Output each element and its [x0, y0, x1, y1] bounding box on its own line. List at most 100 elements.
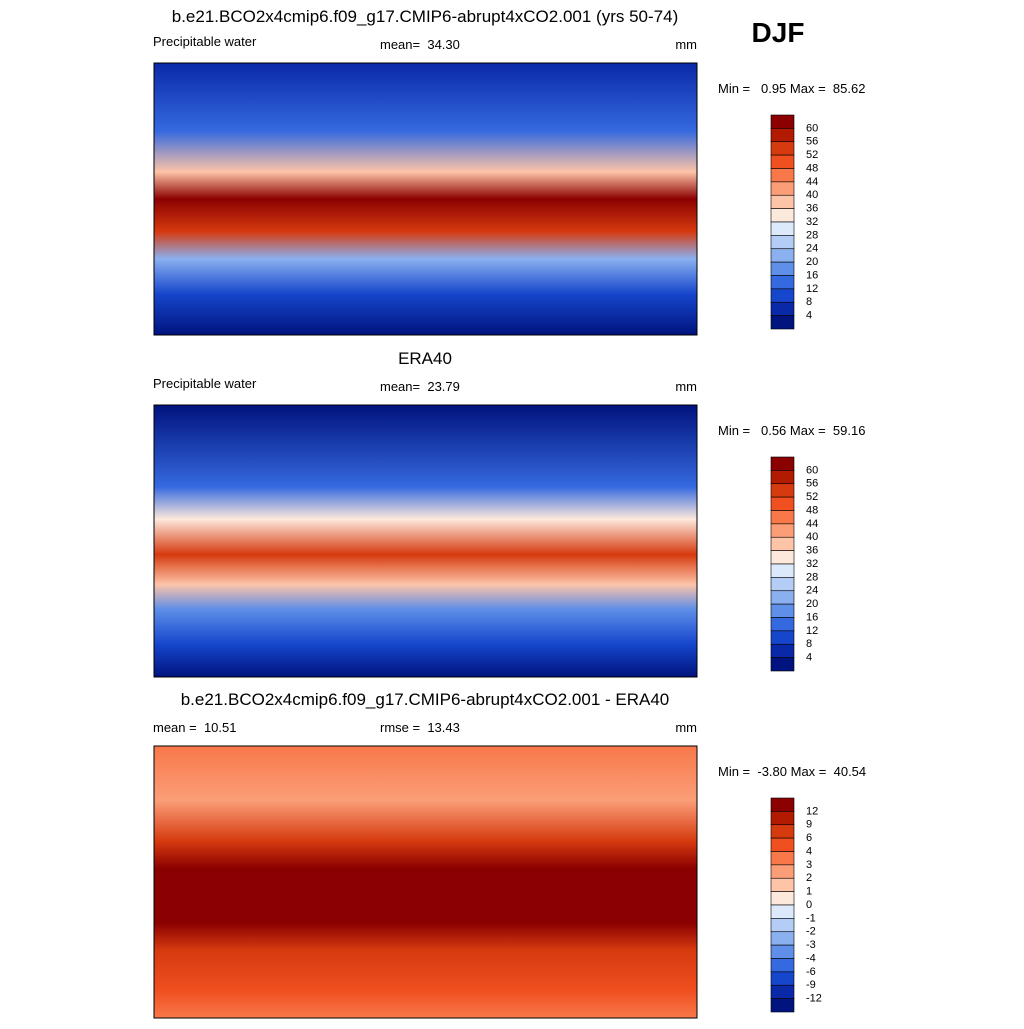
stat-label: mean= 23.79	[380, 379, 460, 394]
colorbar-box	[770, 168, 795, 183]
colorbar-label: 28	[806, 229, 818, 241]
colorbar-box	[770, 523, 795, 538]
colorbar-box	[770, 235, 795, 250]
colorbar-box	[770, 114, 795, 129]
colorbar-box	[770, 877, 795, 892]
map	[153, 62, 698, 336]
colorbar-label: 60	[806, 122, 818, 134]
colorbar-label: 44	[806, 176, 818, 188]
colorbar-label: 9	[806, 819, 812, 831]
colorbar-label: 12	[806, 283, 818, 295]
left-label: mean = 10.51	[153, 720, 236, 735]
left-label: Precipitable water	[153, 376, 257, 391]
season: DJF	[752, 17, 805, 48]
colorbar-box	[770, 141, 795, 156]
colorbar-box	[770, 904, 795, 919]
colorbar-label: 48	[806, 162, 818, 174]
colorbar-box	[770, 261, 795, 276]
colorbar-box	[770, 221, 795, 236]
colorbar-label: 52	[806, 491, 818, 503]
colorbar-box	[770, 891, 795, 906]
colorbar-box	[770, 563, 795, 578]
colorbar-box	[770, 470, 795, 485]
colorbar-box	[770, 837, 795, 852]
colorbar-box	[770, 998, 795, 1013]
colorbar-label: 4	[806, 310, 812, 322]
colorbar-box	[770, 971, 795, 986]
colorbar-box	[770, 824, 795, 839]
colorbar-box	[770, 154, 795, 169]
colorbar-label: 1	[806, 886, 812, 898]
stat-label: mean= 34.30	[380, 37, 460, 52]
min-max: Min = 0.95 Max = 85.62	[718, 81, 865, 96]
colorbar-box	[770, 181, 795, 196]
colorbar-box	[770, 483, 795, 498]
colorbar-label: 36	[806, 545, 818, 557]
units: mm	[675, 379, 697, 394]
colorbar-box	[770, 643, 795, 658]
colorbar-label: 24	[806, 243, 818, 255]
colorbar-label: -9	[806, 979, 816, 991]
left-label: Precipitable water	[153, 34, 257, 49]
colorbar-label: 52	[806, 149, 818, 161]
colorbar-label: 0	[806, 899, 812, 911]
colorbar-label: 40	[806, 189, 818, 201]
colorbar-box	[770, 931, 795, 946]
colorbar-label: 16	[806, 269, 818, 281]
colorbar-label: 4	[806, 652, 812, 664]
colorbar-box	[770, 617, 795, 632]
panel-title: b.e21.BCO2x4cmip6.f09_g17.CMIP6-abrupt4x…	[181, 690, 670, 709]
map	[153, 745, 698, 1019]
colorbar-box	[770, 657, 795, 672]
colorbar-box	[770, 864, 795, 879]
colorbar-label: 3	[806, 859, 812, 871]
colorbar-label: -2	[806, 926, 816, 938]
colorbar-box	[770, 577, 795, 592]
colorbar-label: -4	[806, 952, 816, 964]
colorbar-label: 28	[806, 571, 818, 583]
map	[153, 404, 698, 678]
colorbar-label: -12	[806, 993, 822, 1005]
colorbar-box	[770, 194, 795, 209]
colorbar-box	[770, 496, 795, 511]
colorbar-label: 12	[806, 805, 818, 817]
colorbar-label: 8	[806, 296, 812, 308]
colorbar-box	[770, 811, 795, 826]
colorbar-box	[770, 958, 795, 973]
colorbar-box	[770, 315, 795, 330]
colorbar-label: 32	[806, 216, 818, 228]
colorbar-box	[770, 851, 795, 866]
colorbar-label: 24	[806, 585, 818, 597]
colorbar-label: 6	[806, 832, 812, 844]
colorbar-label: -3	[806, 939, 816, 951]
colorbar-box	[770, 288, 795, 303]
panel-title: b.e21.BCO2x4cmip6.f09_g17.CMIP6-abrupt4x…	[172, 7, 678, 26]
min-max: Min = -3.80 Max = 40.54	[718, 764, 866, 779]
colorbar-label: -6	[806, 966, 816, 978]
colorbar-box	[770, 944, 795, 959]
colorbar-label: 56	[806, 478, 818, 490]
colorbar-label: 16	[806, 611, 818, 623]
colorbar-box	[770, 590, 795, 605]
colorbar-label: 4	[806, 845, 812, 857]
colorbar-label: 36	[806, 203, 818, 215]
colorbar-label: 48	[806, 504, 818, 516]
colorbar-box	[770, 630, 795, 645]
colorbar-box	[770, 248, 795, 263]
min-max: Min = 0.56 Max = 59.16	[718, 423, 865, 438]
stat-label: rmse = 13.43	[380, 720, 460, 735]
colorbar-box	[770, 275, 795, 290]
colorbar-label: 60	[806, 464, 818, 476]
colorbar-label: 8	[806, 638, 812, 650]
colorbar-box	[770, 456, 795, 471]
colorbar-box	[770, 301, 795, 316]
colorbar-box	[770, 603, 795, 618]
units: mm	[675, 37, 697, 52]
colorbar-label: 40	[806, 531, 818, 543]
colorbar-box	[770, 797, 795, 812]
units: mm	[675, 720, 697, 735]
colorbar-box	[770, 208, 795, 223]
colorbar-box	[770, 550, 795, 565]
colorbar-label: 20	[806, 598, 818, 610]
